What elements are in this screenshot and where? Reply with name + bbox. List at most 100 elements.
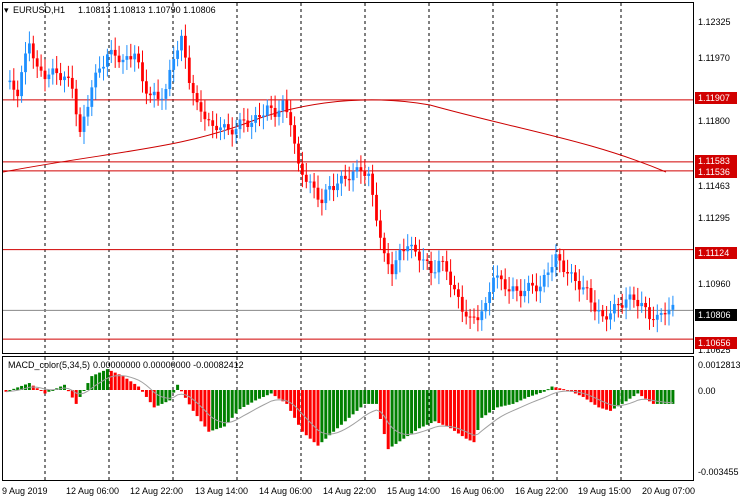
- macd-bar: [644, 390, 648, 399]
- candle-body: [437, 260, 441, 273]
- candle-body: [343, 175, 347, 179]
- candle-body: [659, 313, 663, 315]
- moving-average: [2, 99, 667, 173]
- macd-bar: [605, 390, 609, 410]
- candle-body: [273, 107, 277, 117]
- candle-body: [145, 81, 148, 94]
- macd-bar: [4, 390, 8, 392]
- macd-bar: [460, 390, 464, 437]
- macd-bar: [531, 390, 534, 396]
- macd-bar: [265, 390, 269, 396]
- candle-body: [558, 254, 562, 261]
- candle-body: [324, 189, 328, 204]
- candle-body: [74, 88, 78, 115]
- macd-bar: [527, 390, 531, 397]
- macd-bar: [351, 390, 355, 415]
- time-label: 19 Aug 15:00: [578, 486, 631, 496]
- macd-bar: [238, 390, 242, 410]
- candle-body: [320, 199, 324, 204]
- macd-bar: [16, 387, 20, 390]
- time-label: 9 Aug 2019: [2, 486, 48, 496]
- main-panel-border: [2, 2, 694, 354]
- candle-body: [667, 309, 671, 315]
- candle-body: [234, 129, 238, 135]
- price-tick: 1.10960: [698, 279, 731, 289]
- macd-bar: [484, 390, 488, 416]
- candle-body: [577, 281, 581, 290]
- candle-body: [562, 260, 566, 273]
- macd-bar: [51, 390, 55, 391]
- candle-body: [86, 106, 90, 117]
- macd-bar: [398, 390, 402, 442]
- macd-tick: 0.00: [698, 386, 716, 396]
- candle-body: [219, 127, 222, 131]
- candle-body: [184, 35, 187, 58]
- macd-bar: [230, 390, 234, 418]
- candle-body: [226, 124, 230, 130]
- chart-title-arrow[interactable]: ▾: [4, 5, 9, 15]
- macd-bar: [616, 390, 620, 407]
- macd-bar: [648, 390, 651, 402]
- candle-body: [441, 260, 445, 262]
- candle-body: [262, 115, 265, 118]
- candle-body: [418, 251, 421, 261]
- candle-body: [484, 303, 488, 312]
- macd-bar: [449, 390, 453, 429]
- candle-body: [113, 49, 117, 56]
- macd-bar: [640, 390, 644, 397]
- macd-bar: [316, 390, 320, 446]
- candle-body: [460, 296, 464, 312]
- candle-body: [20, 72, 23, 97]
- macd-bar: [546, 389, 550, 391]
- macd-bar: [464, 390, 468, 439]
- macd-bar: [261, 390, 265, 397]
- macd-panel-border: [2, 356, 694, 481]
- price-tick: 1.11463: [698, 181, 730, 191]
- candle-body: [269, 105, 273, 108]
- candle-body: [301, 163, 304, 175]
- candle-body: [207, 119, 211, 121]
- candle-body: [535, 285, 538, 292]
- candle-body: [109, 49, 113, 55]
- macd-bar: [550, 386, 554, 390]
- candle-body: [172, 58, 176, 70]
- macd-bar: [8, 390, 12, 391]
- candle-body: [386, 253, 390, 265]
- macd-bar: [281, 390, 285, 402]
- macd-bar: [27, 383, 31, 390]
- macd-bar: [289, 390, 293, 411]
- candle-body: [538, 286, 542, 292]
- candle-body: [24, 53, 27, 73]
- macd-bar: [219, 390, 222, 428]
- macd-bar: [250, 390, 254, 403]
- macd-bar: [109, 370, 113, 390]
- macd-bar: [402, 390, 406, 439]
- candle-body: [636, 299, 640, 307]
- macd-bar: [441, 390, 445, 425]
- macd-bar: [164, 390, 168, 403]
- candle-body: [160, 98, 164, 100]
- candle-body: [628, 294, 632, 300]
- time-axis: 9 Aug 2019 12 Aug 06:00 12 Aug 22:00 13 …: [2, 486, 695, 496]
- candle-body: [199, 102, 203, 112]
- candle-body: [581, 287, 585, 290]
- time-label: 16 Aug 06:00: [451, 486, 504, 496]
- macd-bar: [632, 390, 636, 397]
- candle-body: [429, 260, 433, 274]
- candle-body: [406, 246, 410, 252]
- price-tag-5: 1.10656: [695, 337, 737, 349]
- macd-values: 0.00000000 0.00000000 -0.00082412: [93, 360, 244, 370]
- candle-body: [148, 93, 152, 96]
- candle-body: [554, 254, 558, 268]
- macd-bar: [168, 390, 172, 401]
- price-axis: 1.12325 1.11970 1.11800 1.11463 1.11295 …: [698, 17, 731, 355]
- candle-body: [410, 244, 413, 247]
- macd-bar: [226, 390, 230, 423]
- time-label: 16 Aug 22:00: [515, 486, 568, 496]
- candle-body: [566, 272, 569, 274]
- candle-body: [141, 62, 144, 82]
- candle-body: [90, 87, 94, 107]
- svg-text:1.10806: 1.10806: [698, 310, 731, 320]
- candle-body: [12, 80, 16, 90]
